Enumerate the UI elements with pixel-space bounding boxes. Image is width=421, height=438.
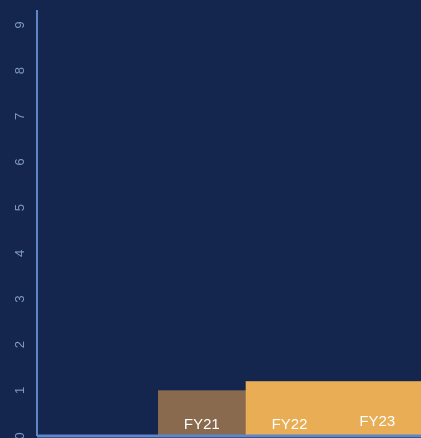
bar-label: FY23 — [359, 413, 395, 430]
bar-label: FY22 — [272, 416, 308, 433]
y-tick-label: 6 — [12, 158, 27, 165]
bar — [333, 381, 421, 436]
y-tick-label: 1 — [12, 387, 27, 394]
y-tick-label: 0 — [12, 432, 27, 438]
y-tick-label: 7 — [12, 113, 27, 120]
bar-label: FY21 — [184, 416, 220, 433]
y-tick-label: 9 — [12, 21, 27, 28]
bar — [158, 390, 247, 436]
y-tick-label: 2 — [12, 341, 27, 348]
y-tick-label: 8 — [12, 67, 27, 74]
y-tick-label: 5 — [12, 204, 27, 211]
y-axis-ticks: 0 1 2 3 4 5 6 7 8 9 — [12, 21, 27, 438]
bars: FY21 FY22 FY23 — [158, 381, 421, 436]
bar — [245, 381, 334, 436]
y-tick-label: 3 — [12, 295, 27, 302]
y-tick-label: 4 — [12, 250, 27, 257]
